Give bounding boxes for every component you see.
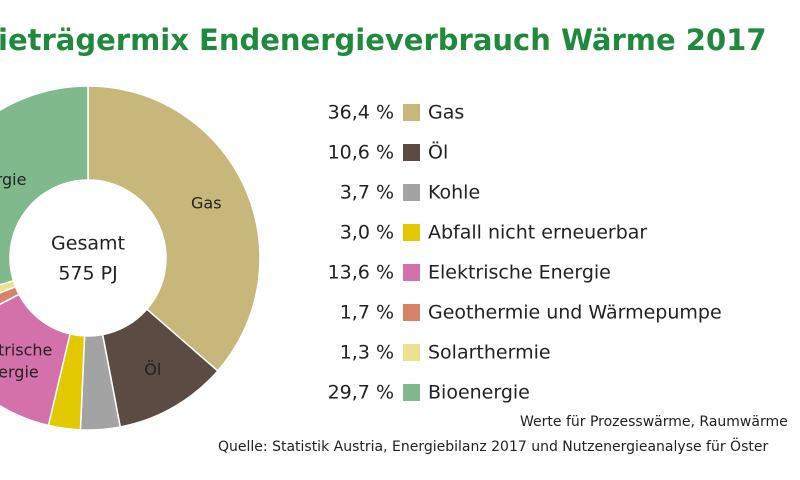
legend-label: Abfall nicht erneuerbar	[428, 222, 647, 244]
slice-label: Öl	[144, 360, 161, 379]
slice	[0, 293, 71, 427]
chart-title: ieträgermix Endenergieverbrauch Wärme 20…	[0, 23, 767, 57]
legend-value: 1,3 %	[340, 342, 394, 364]
legend-swatch	[403, 344, 420, 361]
legend-value: 29,7 %	[328, 382, 394, 404]
note: Werte für Prozesswärme, Raumwärme	[520, 414, 788, 430]
legend-swatch	[403, 264, 420, 281]
legend-value: 1,7 %	[340, 302, 394, 324]
slice-label: Bioenergie	[0, 170, 26, 189]
legend-value: 13,6 %	[328, 262, 394, 284]
note: Quelle: Statistik Austria, Energiebilanz…	[218, 437, 768, 455]
legend-label: Elektrische Energie	[428, 262, 611, 284]
legend-label: Bioenergie	[428, 382, 530, 404]
center-label: Gesamt	[51, 233, 125, 255]
legend-value: 3,0 %	[340, 222, 394, 244]
slice	[87, 85, 261, 372]
legend-swatch	[403, 384, 420, 401]
slice-label: Gas	[191, 194, 222, 213]
legend-value: 10,6 %	[328, 142, 394, 164]
legend-value: 3,7 %	[340, 182, 394, 204]
legend-label: Kohle	[428, 182, 480, 204]
legend-label: Öl	[428, 141, 448, 164]
legend-swatch	[403, 224, 420, 241]
legend-label: Geothermie und Wärmepumpe	[428, 302, 722, 324]
legend-swatch	[403, 304, 420, 321]
legend-value: 36,4 %	[328, 102, 394, 124]
legend-label: Gas	[428, 102, 464, 124]
legend-label: Solarthermie	[428, 342, 551, 364]
legend-swatch	[403, 144, 420, 161]
legend-swatch	[403, 104, 420, 121]
slice	[0, 85, 89, 286]
legend-swatch	[403, 184, 420, 201]
center-label: 575 PJ	[58, 263, 117, 285]
